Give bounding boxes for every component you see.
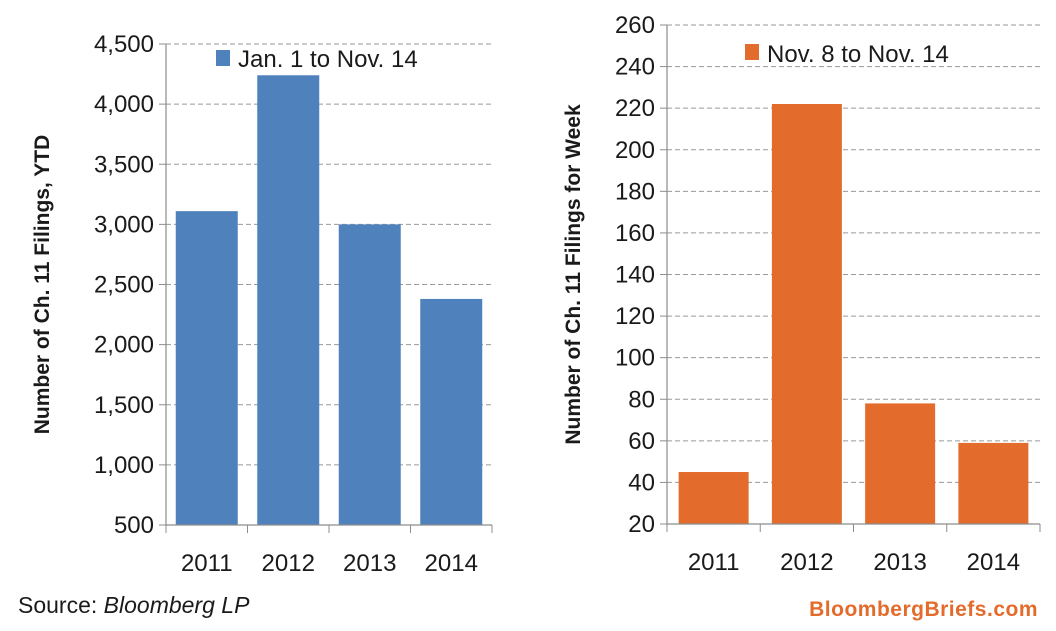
- y-tick-label: 4,500: [94, 31, 154, 58]
- y-tick-label: 100: [615, 345, 655, 372]
- legend-swatch: [745, 44, 759, 60]
- y-tick-label: 3,000: [94, 211, 154, 238]
- y-tick-label: 180: [615, 178, 655, 205]
- y-tick-label: 20: [628, 511, 655, 538]
- y-tick-label: 3,500: [94, 151, 154, 178]
- x-tick-label: 2011: [688, 549, 740, 576]
- source-name: Bloomberg LP: [103, 592, 250, 618]
- x-tick-label: 2011: [181, 550, 233, 577]
- bar-2012: [771, 104, 842, 524]
- y-tick-label: 2,000: [94, 332, 154, 359]
- legend-swatch: [216, 50, 230, 66]
- bar-2014: [420, 298, 483, 525]
- bar-2014: [958, 442, 1029, 524]
- bar-2013: [865, 403, 936, 524]
- y-tick-label: 1,000: [94, 452, 154, 479]
- y-tick-label: 60: [628, 428, 655, 455]
- x-tick-label: 2013: [873, 549, 926, 576]
- chart-2: 20 40 60 80 100 120 140 160 180 200 220 240 260 2011 2…: [562, 12, 1041, 576]
- y-tick-label: 220: [615, 95, 655, 122]
- legend-label: Nov. 8 to Nov. 14: [767, 41, 949, 68]
- legend-label: Jan. 1 to Nov. 14: [238, 46, 418, 73]
- x-tick-label: 2012: [262, 550, 315, 577]
- x-tick-label: 2014: [425, 550, 478, 577]
- x-tick-label: 2012: [780, 549, 833, 576]
- y-tick-label: 1,500: [94, 392, 154, 419]
- y-tick-label: 2,500: [94, 272, 154, 299]
- y-tick-label: 240: [615, 54, 655, 81]
- bar-2013: [338, 224, 401, 525]
- bar-2011: [678, 472, 749, 524]
- y-tick-label: 200: [615, 137, 655, 164]
- bar-2011: [175, 211, 238, 525]
- y-tick-label: 120: [615, 303, 655, 330]
- y-tick-label: 140: [615, 262, 655, 289]
- chart-1: 500 1,000 1,500 2,000 2,500 3,000 3,500 4,000 4,…: [31, 31, 493, 577]
- y-tick-label: 260: [615, 12, 655, 39]
- y-tick-label: 80: [628, 386, 655, 413]
- y-tick-label: 40: [628, 469, 655, 496]
- y-tick-label: 4,000: [94, 91, 154, 118]
- y-tick-label: 160: [615, 220, 655, 247]
- y-axis-title: Number of Ch. 11 Filings for Week: [562, 104, 585, 445]
- brand-logo-text: BloombergBriefs.com: [809, 598, 1038, 621]
- y-axis-title: Number of Ch. 11 Filings, YTD: [31, 135, 54, 435]
- source-prefix: Source:: [18, 592, 104, 618]
- bar-2012: [257, 75, 320, 525]
- y-tick-label: 500: [114, 512, 154, 539]
- x-tick-label: 2014: [967, 549, 1020, 576]
- x-tick-label: 2013: [343, 550, 396, 577]
- source-note: Source: Bloomberg LP: [18, 592, 249, 619]
